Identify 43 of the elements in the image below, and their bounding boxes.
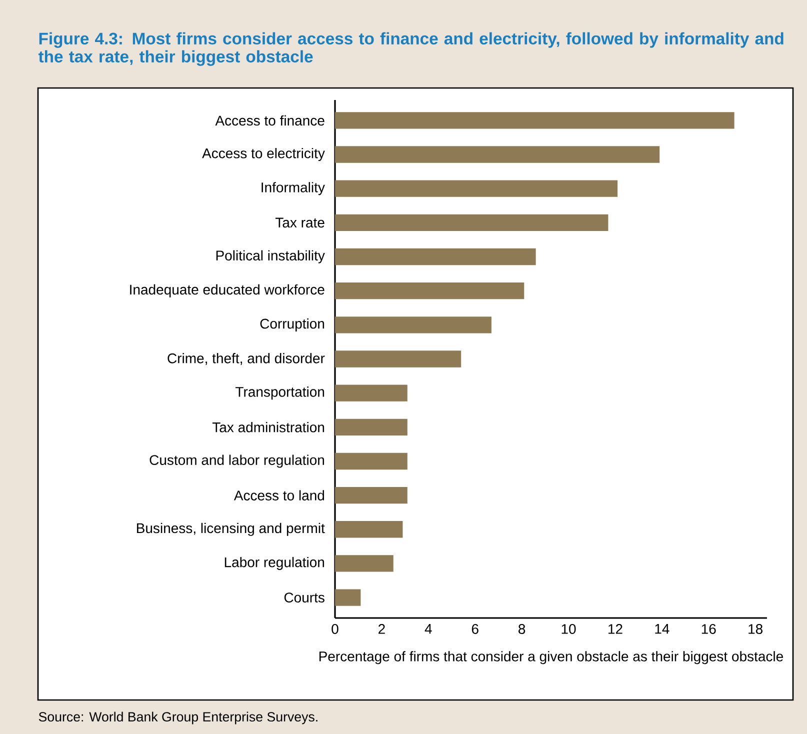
bar bbox=[335, 486, 408, 504]
y-tick-label: Labor regulation bbox=[224, 556, 324, 570]
y-tick-label: Courts bbox=[284, 592, 324, 603]
y-tick-label: Informality bbox=[262, 182, 325, 196]
y-tick-label: Crime, theft, and disorder bbox=[168, 353, 325, 365]
y-tick-label: Access to electricity bbox=[202, 148, 325, 162]
y-tick-label: Inadequate educated workforce bbox=[130, 284, 324, 298]
bar bbox=[335, 350, 462, 368]
bar bbox=[335, 248, 536, 266]
bar bbox=[335, 316, 492, 334]
y-tick-label: Custom and labor regulation bbox=[150, 454, 324, 468]
bar bbox=[335, 112, 734, 129]
y-tick-label: Transportation bbox=[236, 386, 324, 400]
y-tick-label: Business, licensing and permit bbox=[137, 522, 325, 536]
bar bbox=[335, 555, 394, 572]
x-axis-title: Percentage of firms that consider a given obstacle as their biggest obstacle bbox=[319, 651, 783, 664]
x-tick-label: 0 bbox=[332, 624, 338, 634]
bar bbox=[335, 384, 408, 402]
x-tick-label: 4 bbox=[424, 624, 432, 634]
y-tick-label: Political instability bbox=[216, 250, 325, 264]
y-tick-label: Access to finance bbox=[215, 115, 324, 126]
y-tick-label: Corruption bbox=[260, 318, 324, 332]
x-tick-label: 14 bbox=[655, 624, 670, 634]
x-tick-label: 16 bbox=[702, 624, 716, 634]
bar bbox=[335, 180, 618, 197]
x-tick-label: 12 bbox=[608, 624, 622, 634]
x-tick-label: 6 bbox=[472, 624, 478, 634]
bar bbox=[335, 521, 403, 538]
x-tick-label: 2 bbox=[378, 624, 385, 634]
x-tick-label: 8 bbox=[518, 624, 526, 634]
bar bbox=[335, 452, 408, 470]
bar bbox=[335, 589, 361, 606]
x-tick-label: 18 bbox=[748, 624, 762, 634]
y-tick-label: Tax administration bbox=[212, 422, 324, 432]
y-tick-label: Tax rate bbox=[275, 218, 324, 228]
x-tick-label: 10 bbox=[562, 624, 576, 634]
y-tick-label: Access to land bbox=[234, 490, 324, 500]
source-note: Source: World Bank Group Enterprise Surveys. bbox=[38, 712, 318, 724]
bar bbox=[335, 282, 524, 300]
bar bbox=[335, 214, 608, 232]
bar bbox=[335, 146, 660, 163]
chart-title: Figure 4.3: Most firms consider access to finance and electricity, followed by informality and the tax rate, their biggest obstacle bbox=[38, 32, 784, 66]
bar bbox=[335, 418, 408, 436]
